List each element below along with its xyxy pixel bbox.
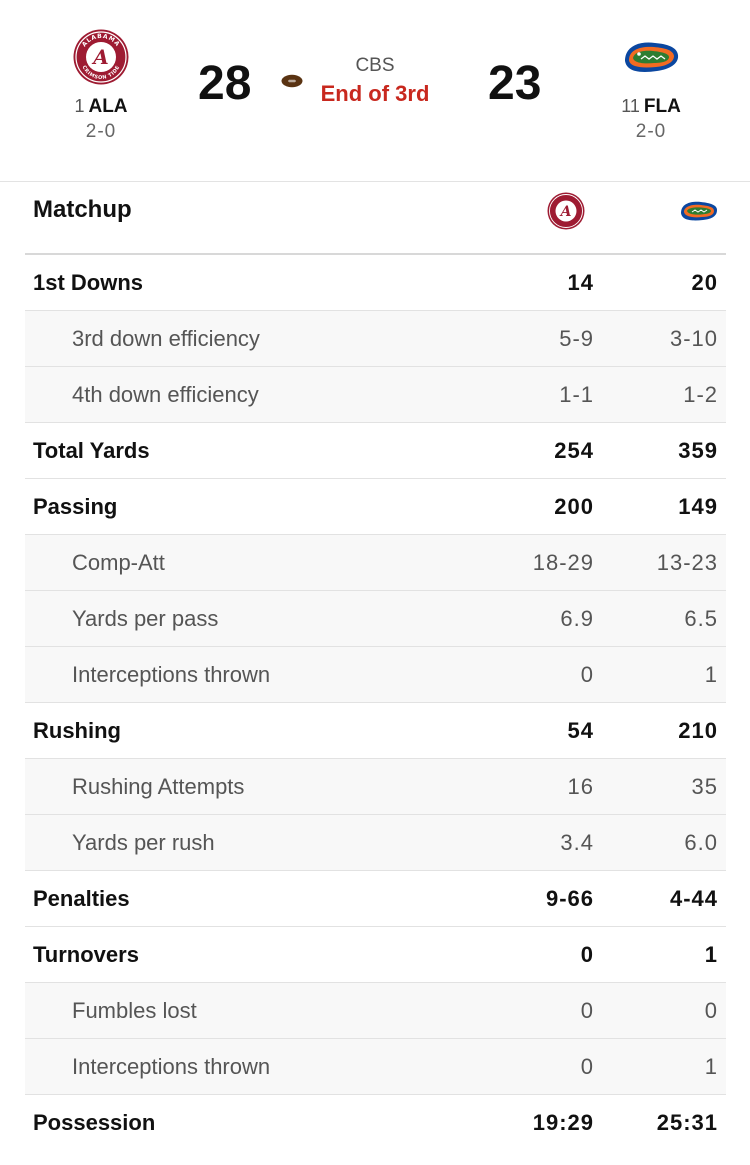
stat-row: Rushing 54 210 [25,703,726,759]
stat-value-away: 19:29 [532,1110,594,1135]
home-record: 2-0 [635,121,667,142]
stat-value-away: 16 [567,773,594,799]
stat-label: Yards per rush [72,829,215,855]
svg-text:A: A [559,204,572,220]
stat-value-away: 0 [580,1053,594,1079]
stat-label: 1st Downs [33,269,144,295]
stat-row: Possession 19:29 25:31 [25,1095,726,1151]
football-icon [281,74,303,93]
stat-row: Turnovers 0 1 [25,927,726,983]
stat-value-home: 1 [704,661,718,687]
home-rank: 11 [621,96,640,116]
away-team[interactable]: ALABAMA CRIMSON TIDE A 1 ALA 2-0 [36,28,166,143]
stat-row: Rushing Attempts 16 35 [25,759,726,815]
stat-row: Interceptions thrown 0 1 [25,1039,726,1095]
home-abbr: FLA [643,96,681,117]
stat-row: Passing 200 149 [25,479,726,535]
stat-row: Penalties 9-66 4-44 [25,871,726,927]
stat-value-away: 1-1 [559,381,594,407]
stat-value-away: 0 [580,997,594,1023]
stat-label: Possession [33,1110,156,1135]
matchup-header: Matchup A [25,183,726,255]
stat-value-home: 35 [691,773,718,799]
broadcast-network: CBS [355,55,395,76]
stat-value-away: 5-9 [559,325,594,351]
stat-label: Interceptions thrown [72,1053,271,1079]
away-record: 2-0 [85,121,117,142]
stat-label: Total Yards [33,437,150,463]
alabama-logo: ALABAMA CRIMSON TIDE A [36,28,166,86]
stat-label: Interceptions thrown [72,661,271,687]
stat-value-away: 0 [580,661,594,687]
stat-label: Rushing Attempts [72,773,245,799]
matchup-title: Matchup [33,196,132,223]
stat-label: Turnovers [33,941,139,967]
stat-row: Fumbles lost 0 0 [25,983,726,1039]
scoreboard: ALABAMA CRIMSON TIDE A 1 ALA 2-0 28 CBS E… [0,0,750,182]
game-period-status: End of 3rd [320,81,430,106]
stat-label: Fumbles lost [72,997,197,1023]
game-status: CBS End of 3rd [300,55,450,107]
stat-label: 3rd down efficiency [72,325,260,351]
stat-value-away: 3.4 [560,829,594,855]
stat-label: Rushing [33,717,121,743]
stat-row: Total Yards 254 359 [25,423,726,479]
stat-row: Yards per pass 6.9 6.5 [25,591,726,647]
stat-value-home: 13-23 [656,549,718,575]
stat-label: Comp-Att [72,549,165,575]
stat-value-away: 6.9 [560,605,594,631]
stat-row: 1st Downs 14 20 [25,255,726,311]
stat-value-away: 14 [567,269,594,295]
matchup-table: Matchup A 1st Downs 14 20 3rd down efficien… [25,183,726,1151]
stat-value-home: 1-2 [683,381,718,407]
stat-row: Interceptions thrown 0 1 [25,647,726,703]
stat-value-home: 359 [678,437,718,463]
stat-value-away: 9-66 [545,885,594,911]
stat-row: 3rd down efficiency 5-9 3-10 [25,311,726,367]
stat-value-away: 54 [567,717,594,743]
stat-row: Yards per rush 3.4 6.0 [25,815,726,871]
home-score: 23 [488,57,542,110]
stat-value-home: 1 [704,941,718,967]
svg-text:A: A [91,45,109,69]
stat-value-home: 210 [678,717,718,743]
stat-label: Passing [33,493,118,519]
stat-value-home: 4-44 [669,885,718,911]
alabama-logo-small: A [546,191,586,236]
stat-value-away: 0 [580,941,594,967]
stat-value-home: 25:31 [656,1110,718,1135]
stat-value-home: 3-10 [669,325,718,351]
stat-value-home: 0 [704,997,718,1023]
away-score: 28 [198,57,252,110]
stat-value-home: 6.0 [684,829,718,855]
stat-value-home: 20 [691,269,718,295]
stat-rows: 1st Downs 14 20 3rd down efficiency 5-9 3-10 4… [25,255,726,1151]
stat-value-home: 1 [704,1053,718,1079]
stat-value-away: 254 [554,437,594,463]
stat-value-away: 18-29 [532,549,594,575]
stat-label: Yards per pass [72,605,219,631]
away-abbr: ALA [88,96,128,117]
stat-label: Penalties [33,885,130,911]
stat-row: Comp-Att 18-29 13-23 [25,535,726,591]
stat-value-home: 149 [678,493,718,519]
home-team[interactable]: 11 FLA 2-0 [586,28,716,143]
stat-row: 4th down efficiency 1-1 1-2 [25,367,726,423]
stat-value-home: 6.5 [684,605,718,631]
stat-label: 4th down efficiency [72,381,259,407]
florida-gator-logo [586,28,716,86]
away-rank: 1 [74,96,85,116]
stat-value-away: 200 [554,493,594,519]
florida-gator-logo-small [679,191,719,236]
